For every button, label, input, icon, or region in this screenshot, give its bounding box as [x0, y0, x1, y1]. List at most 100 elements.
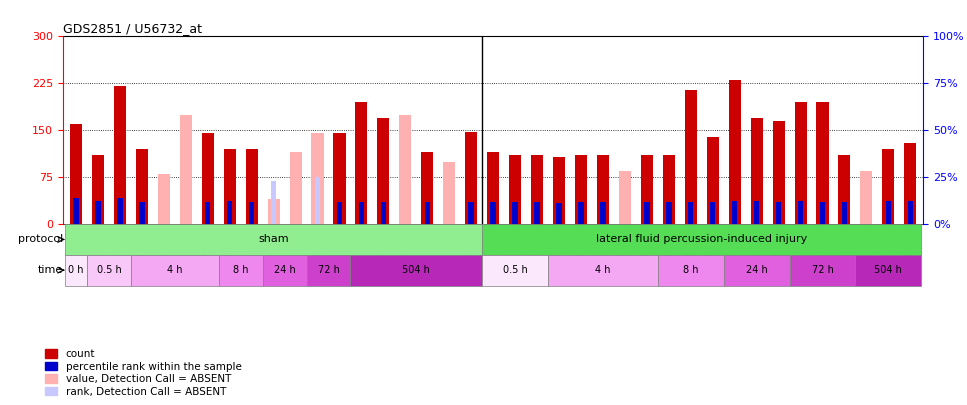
Bar: [202, 133, 214, 224]
Bar: [641, 155, 653, 224]
Bar: [509, 155, 521, 224]
Bar: [350, 255, 483, 286]
Bar: [597, 155, 609, 224]
Bar: [838, 155, 851, 224]
Bar: [689, 202, 693, 224]
Bar: [87, 255, 131, 286]
Bar: [732, 201, 738, 224]
Text: 72 h: 72 h: [317, 265, 339, 275]
Bar: [882, 149, 894, 224]
Bar: [841, 202, 847, 224]
Text: 24 h: 24 h: [274, 265, 296, 275]
Bar: [356, 102, 367, 224]
Bar: [337, 202, 342, 224]
Bar: [139, 202, 145, 224]
Bar: [886, 201, 891, 224]
Bar: [904, 143, 917, 224]
Text: 8 h: 8 h: [683, 265, 698, 275]
Bar: [359, 202, 365, 224]
Text: protocol: protocol: [18, 234, 63, 245]
Text: 4 h: 4 h: [167, 265, 183, 275]
Bar: [131, 255, 219, 286]
Bar: [399, 115, 411, 224]
Bar: [219, 255, 263, 286]
Bar: [249, 202, 254, 224]
Text: lateral fluid percussion-induced injury: lateral fluid percussion-induced injury: [596, 234, 807, 245]
Bar: [575, 155, 587, 224]
Bar: [443, 162, 455, 224]
Text: 72 h: 72 h: [811, 265, 834, 275]
Text: time: time: [38, 265, 63, 275]
Bar: [468, 202, 474, 224]
Text: 4 h: 4 h: [596, 265, 611, 275]
Bar: [535, 202, 540, 224]
Bar: [707, 136, 718, 224]
Text: GDS2851 / U56732_at: GDS2851 / U56732_at: [63, 22, 202, 35]
Legend: count, percentile rank within the sample, value, Detection Call = ABSENT, rank, : count, percentile rank within the sample…: [44, 348, 243, 398]
Bar: [816, 102, 829, 224]
Bar: [246, 149, 257, 224]
Bar: [548, 255, 658, 286]
Bar: [227, 201, 232, 224]
Bar: [601, 202, 605, 224]
Bar: [289, 152, 302, 224]
Text: 24 h: 24 h: [746, 265, 768, 275]
Bar: [798, 201, 804, 224]
Bar: [578, 202, 584, 224]
Bar: [723, 255, 790, 286]
Text: 504 h: 504 h: [402, 265, 430, 275]
Bar: [223, 149, 236, 224]
Bar: [619, 171, 630, 224]
Bar: [334, 133, 345, 224]
Bar: [773, 121, 784, 224]
Bar: [908, 201, 913, 224]
Bar: [158, 174, 170, 224]
Bar: [487, 152, 499, 224]
Bar: [307, 255, 350, 286]
Bar: [263, 255, 307, 286]
Bar: [271, 181, 277, 224]
Bar: [377, 118, 390, 224]
Bar: [662, 155, 675, 224]
Bar: [465, 132, 478, 224]
Bar: [422, 152, 433, 224]
Bar: [513, 202, 518, 224]
Bar: [776, 202, 781, 224]
Text: 0.5 h: 0.5 h: [97, 265, 121, 275]
Bar: [65, 255, 87, 286]
Bar: [65, 224, 483, 255]
Bar: [820, 202, 825, 224]
Text: 0 h: 0 h: [69, 265, 84, 275]
Bar: [483, 224, 922, 255]
Bar: [754, 201, 759, 224]
Bar: [205, 202, 211, 224]
Bar: [861, 171, 872, 224]
Bar: [666, 202, 671, 224]
Bar: [553, 157, 565, 224]
Text: 504 h: 504 h: [874, 265, 902, 275]
Bar: [311, 133, 324, 224]
Bar: [381, 202, 386, 224]
Text: sham: sham: [258, 234, 289, 245]
Bar: [490, 202, 496, 224]
Bar: [425, 202, 430, 224]
Bar: [117, 198, 123, 224]
Bar: [685, 90, 697, 224]
Bar: [856, 255, 922, 286]
Bar: [70, 124, 82, 224]
Bar: [795, 102, 806, 224]
Bar: [644, 202, 650, 224]
Text: 8 h: 8 h: [233, 265, 249, 275]
Bar: [750, 118, 763, 224]
Bar: [729, 80, 741, 224]
Bar: [135, 149, 148, 224]
Bar: [180, 115, 191, 224]
Bar: [556, 203, 562, 224]
Bar: [710, 202, 716, 224]
Bar: [315, 177, 320, 224]
Bar: [92, 155, 104, 224]
Bar: [483, 255, 548, 286]
Bar: [268, 199, 279, 224]
Bar: [531, 155, 543, 224]
Text: 0.5 h: 0.5 h: [503, 265, 528, 275]
